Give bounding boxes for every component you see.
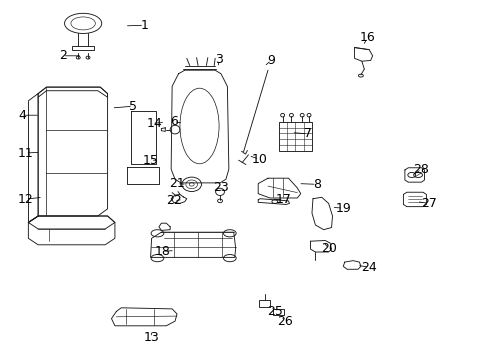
- Text: 1: 1: [140, 19, 148, 32]
- Text: 25: 25: [266, 305, 282, 318]
- Text: 15: 15: [142, 154, 158, 167]
- Bar: [278, 122, 311, 151]
- Text: 14: 14: [146, 117, 162, 130]
- Text: 10: 10: [251, 153, 266, 166]
- Bar: [259, 300, 269, 307]
- Text: 12: 12: [18, 193, 33, 206]
- Text: 2: 2: [59, 49, 66, 62]
- Text: 28: 28: [413, 163, 428, 176]
- Text: 16: 16: [359, 31, 375, 44]
- Text: 26: 26: [277, 315, 292, 328]
- Text: 8: 8: [312, 178, 320, 191]
- Text: 6: 6: [169, 115, 177, 128]
- Bar: [272, 309, 283, 315]
- Text: 23: 23: [213, 181, 228, 194]
- Text: 21: 21: [169, 177, 184, 190]
- Text: 17: 17: [275, 193, 291, 206]
- Text: 11: 11: [18, 147, 33, 159]
- Text: 9: 9: [267, 54, 275, 67]
- Text: 19: 19: [335, 202, 350, 215]
- Text: 13: 13: [143, 331, 159, 344]
- Text: 3: 3: [214, 53, 222, 66]
- Text: 22: 22: [166, 194, 182, 207]
- Text: 4: 4: [19, 109, 26, 122]
- Text: 20: 20: [320, 242, 336, 255]
- Bar: [72, 46, 94, 50]
- Text: 27: 27: [421, 197, 436, 210]
- Text: 18: 18: [154, 245, 170, 258]
- Text: 5: 5: [129, 100, 137, 113]
- Text: 7: 7: [304, 127, 311, 140]
- Text: 24: 24: [361, 261, 376, 274]
